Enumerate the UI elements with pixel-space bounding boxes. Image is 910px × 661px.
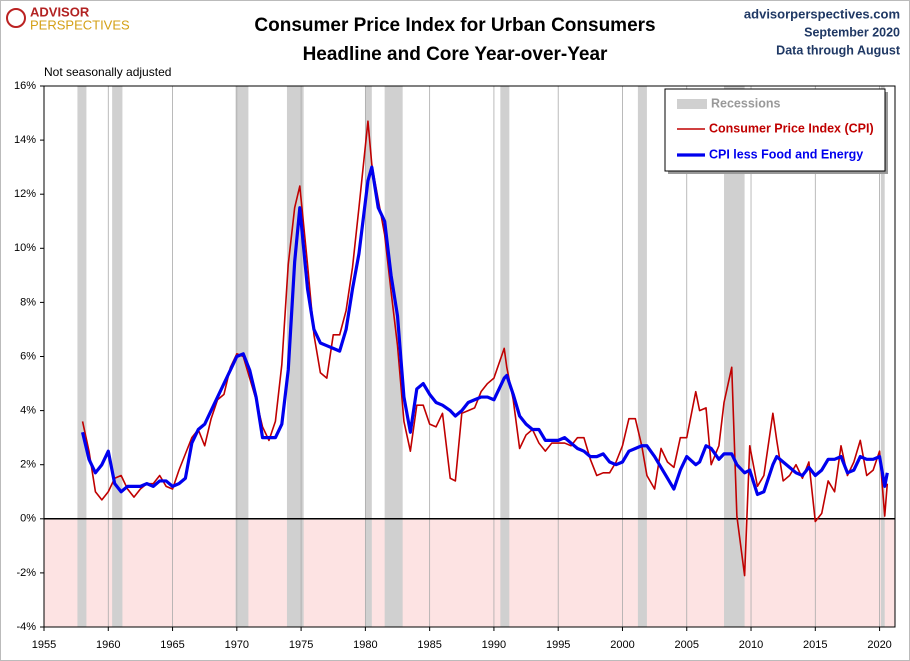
logo-line: PERSPECTIVES	[30, 17, 130, 32]
y-tick-label: 6%	[20, 350, 36, 362]
x-tick-label: 2005	[675, 639, 699, 651]
legend-swatch	[677, 99, 707, 109]
source-line: advisorperspectives.com	[744, 6, 900, 21]
y-tick-label: 12%	[14, 188, 36, 200]
chart-title: Consumer Price Index for Urban Consumers	[254, 15, 655, 36]
x-tick-label: 1995	[546, 639, 570, 651]
y-tick-label: 16%	[14, 80, 36, 92]
y-tick-label: 8%	[20, 296, 36, 308]
legend-label: CPI less Food and Energy	[709, 147, 863, 161]
y-tick-label: 2%	[20, 459, 36, 471]
recession-band	[365, 86, 372, 627]
source-line: September 2020	[804, 25, 900, 39]
x-tick-label: 2000	[610, 639, 634, 651]
y-tick-label: -4%	[16, 621, 36, 633]
annotation: Not seasonally adjusted	[44, 65, 171, 79]
plot-area: 1955 1960 1965 1970 1975 1980 1985 1990 1995 2000…	[14, 80, 896, 651]
source-line: Data through August	[776, 43, 901, 57]
recession-band	[724, 86, 745, 627]
series-line	[81, 165, 889, 497]
negative-region	[44, 518, 895, 627]
recession-band	[112, 86, 123, 627]
legend-label: Consumer Price Index (CPI)	[709, 121, 874, 135]
y-tick-label: -2%	[16, 567, 36, 579]
recession-band	[880, 86, 885, 627]
x-tick-label: 1975	[289, 639, 313, 651]
x-tick-label: 1980	[353, 639, 377, 651]
legend-label: Recessions	[711, 96, 781, 110]
x-tick-label: 1965	[160, 639, 184, 651]
x-tick-label: 1955	[32, 639, 56, 651]
x-tick-label: 1970	[225, 639, 249, 651]
y-tick-label: 14%	[14, 134, 36, 146]
y-tick-label: 10%	[14, 242, 36, 254]
recession-band	[384, 86, 403, 627]
x-tick-label: 2020	[867, 639, 891, 651]
x-tick-label: 1990	[482, 639, 506, 651]
recession-band	[77, 86, 87, 627]
x-tick-label: 2015	[803, 639, 827, 651]
logo-line: ADVISOR	[30, 4, 90, 19]
y-tick-label: 4%	[20, 405, 36, 417]
plot-border	[43, 85, 896, 628]
recession-band	[637, 86, 647, 627]
x-tick-label: 1960	[96, 639, 120, 651]
logo-icon	[6, 8, 26, 28]
chart-subtitle: Headline and Core Year-over-Year	[303, 44, 608, 65]
x-tick-label: 2010	[739, 639, 763, 651]
x-tick-label: 1985	[417, 639, 441, 651]
y-tick-label: 0%	[20, 513, 36, 525]
